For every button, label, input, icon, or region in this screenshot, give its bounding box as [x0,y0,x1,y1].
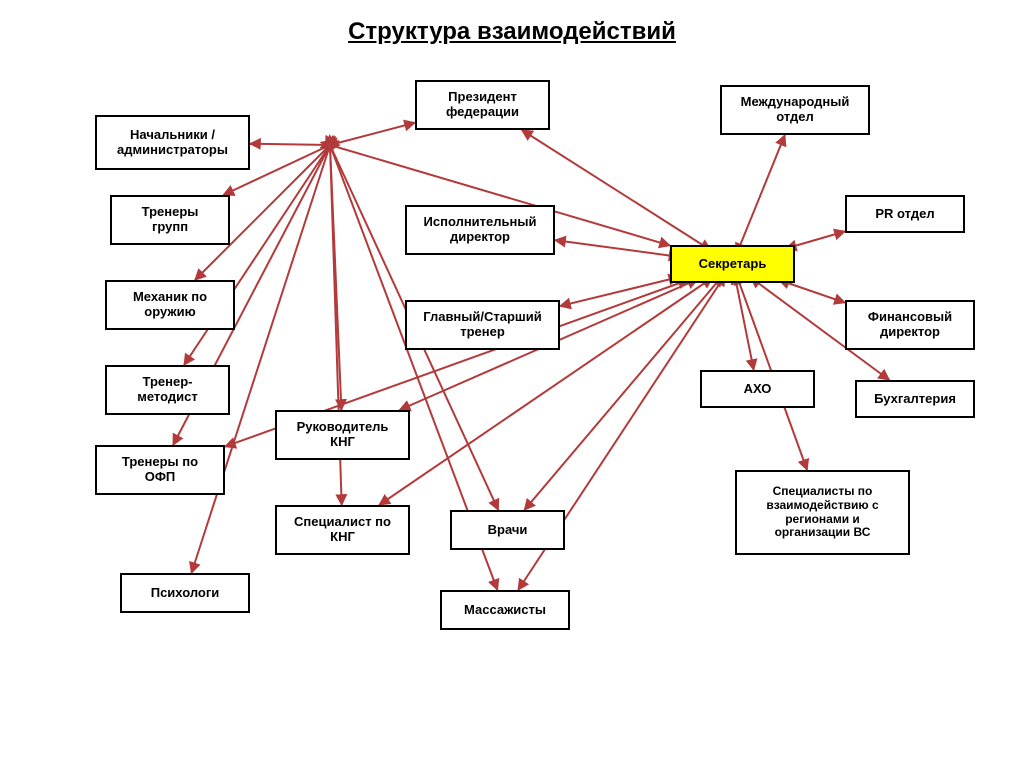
node-ofp: Тренеры поОФП [95,445,225,495]
node-fin_dir: Финансовыйдиректор [845,300,975,350]
edge [736,283,753,370]
edge [788,283,845,303]
node-aho: АХО [700,370,815,408]
node-secretary: Секретарь [670,245,795,283]
node-doctors: Врачи [450,510,565,550]
node-masseurs: Массажисты [440,590,570,630]
edge [740,135,785,245]
node-psychologists: Психологи [120,573,250,613]
node-exec_dir: Исполнительныйдиректор [405,205,555,255]
node-president: Президентфедерации [415,80,550,130]
edge [250,144,330,145]
node-pr: PR отдел [845,195,965,233]
node-kng_spec: Специалист поКНГ [275,505,410,555]
edge [560,279,670,306]
page-title: Структура взаимодействий [0,18,1024,46]
node-specialists_reg: Специалисты повзаимодействию срегионами … [735,470,910,555]
node-admins: Начальники /администраторы [95,115,250,170]
node-accounting: Бухгалтерия [855,380,975,418]
edge [555,240,670,255]
node-international: Международныйотдел [720,85,870,135]
edge [184,145,330,365]
edge [330,123,415,145]
edge [330,145,341,410]
edge [795,231,845,245]
node-head_trainer: Главный/Старшийтренер [405,300,560,350]
node-trainers_grp: Тренерыгрупп [110,195,230,245]
node-mechanic: Механик пооружию [105,280,235,330]
node-kng_head: РуководительКНГ [275,410,410,460]
node-methodist: Тренер-методист [105,365,230,415]
